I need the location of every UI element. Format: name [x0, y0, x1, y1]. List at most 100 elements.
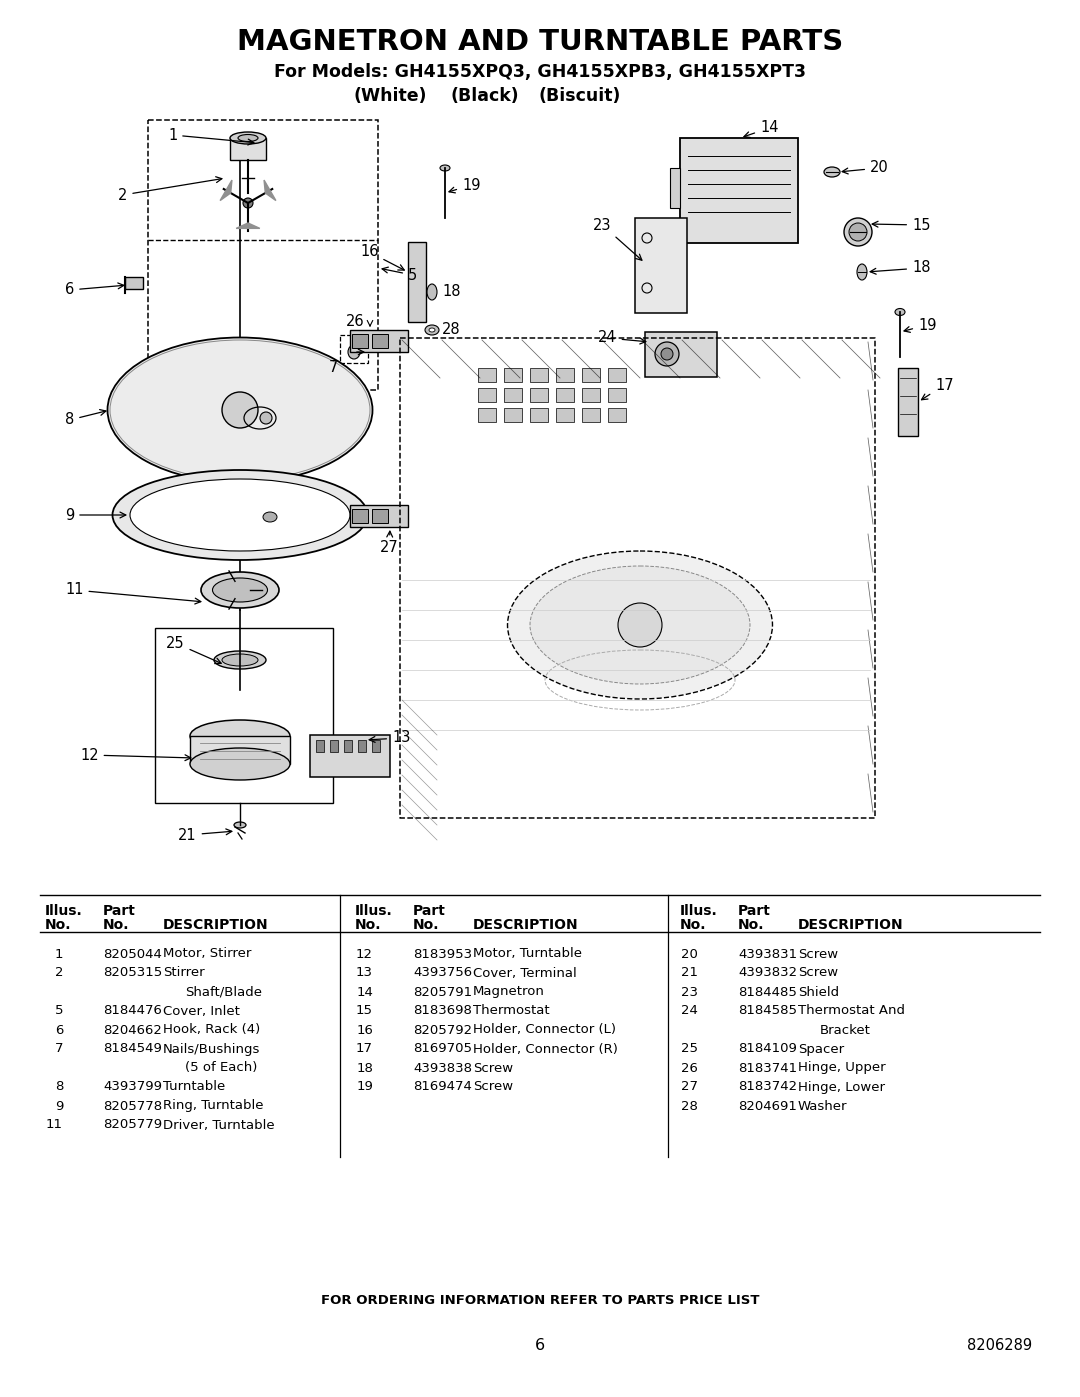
Text: Screw: Screw	[798, 967, 838, 979]
Text: 8183953: 8183953	[413, 947, 472, 961]
Text: For Models: GH4155XPQ3, GH4155XPB3, GH4155XPT3: For Models: GH4155XPQ3, GH4155XPB3, GH41…	[274, 63, 806, 81]
Circle shape	[260, 412, 272, 425]
Text: 8169474: 8169474	[413, 1080, 472, 1094]
Ellipse shape	[427, 284, 437, 300]
Text: 16: 16	[356, 1024, 373, 1037]
Text: MAGNETRON AND TURNTABLE PARTS: MAGNETRON AND TURNTABLE PARTS	[237, 28, 843, 56]
Text: 20: 20	[842, 161, 889, 176]
Text: DESCRIPTION: DESCRIPTION	[798, 918, 904, 932]
Text: 27: 27	[380, 531, 399, 556]
Text: 19: 19	[449, 177, 481, 193]
Bar	[530, 408, 548, 422]
Text: 8204662: 8204662	[103, 1024, 162, 1037]
Bar	[530, 367, 548, 381]
Text: 28: 28	[442, 323, 461, 338]
Text: 1: 1	[168, 127, 254, 145]
Text: 5: 5	[54, 1004, 63, 1017]
Text: 20: 20	[681, 947, 698, 961]
Text: 19: 19	[904, 317, 936, 332]
Bar	[340, 335, 368, 363]
Text: 27: 27	[681, 1080, 698, 1094]
Text: Cover, Inlet: Cover, Inlet	[163, 1004, 240, 1017]
Text: 26: 26	[681, 1062, 698, 1074]
Ellipse shape	[895, 309, 905, 316]
Text: 8184485: 8184485	[738, 985, 797, 999]
Bar	[352, 334, 368, 348]
Bar	[350, 504, 408, 527]
Circle shape	[222, 393, 258, 427]
Bar	[478, 408, 496, 422]
Text: FOR ORDERING INFORMATION REFER TO PARTS PRICE LIST: FOR ORDERING INFORMATION REFER TO PARTS …	[321, 1294, 759, 1306]
Text: Bracket: Bracket	[820, 1024, 870, 1037]
Text: 16: 16	[360, 244, 404, 270]
Text: 23: 23	[681, 985, 698, 999]
Bar	[670, 168, 680, 208]
Text: Shaft/Blade: Shaft/Blade	[185, 985, 262, 999]
Text: 14: 14	[744, 120, 779, 137]
Text: Thermostat And: Thermostat And	[798, 1004, 905, 1017]
Ellipse shape	[426, 326, 438, 335]
Bar	[478, 367, 496, 381]
Text: 8204691: 8204691	[738, 1099, 797, 1112]
Text: Cover, Terminal: Cover, Terminal	[473, 967, 577, 979]
Text: 12: 12	[80, 747, 191, 763]
Text: 9: 9	[55, 1099, 63, 1112]
Ellipse shape	[108, 338, 373, 482]
Text: Motor, Turntable: Motor, Turntable	[473, 947, 582, 961]
Ellipse shape	[858, 264, 867, 279]
Bar	[372, 334, 388, 348]
Ellipse shape	[440, 165, 450, 170]
Text: Stirrer: Stirrer	[163, 967, 204, 979]
Text: 14: 14	[356, 985, 373, 999]
Text: Part: Part	[103, 904, 136, 918]
Bar	[645, 332, 717, 377]
Bar	[316, 740, 324, 752]
Text: 4393756: 4393756	[413, 967, 472, 979]
Bar	[408, 242, 426, 321]
Text: 9: 9	[65, 507, 126, 522]
Bar	[330, 740, 338, 752]
Text: 8205778: 8205778	[103, 1099, 162, 1112]
Bar	[478, 388, 496, 402]
Bar	[556, 367, 573, 381]
Text: 1: 1	[54, 947, 63, 961]
Text: No.: No.	[103, 918, 130, 932]
Text: 18: 18	[442, 285, 460, 299]
Text: 24: 24	[598, 331, 646, 345]
Text: No.: No.	[355, 918, 381, 932]
Text: Nails/Bushings: Nails/Bushings	[163, 1042, 260, 1056]
Text: 4393799: 4393799	[103, 1080, 162, 1094]
Text: 8205791: 8205791	[413, 985, 472, 999]
Text: DESCRIPTION: DESCRIPTION	[473, 918, 579, 932]
Text: 21: 21	[681, 967, 698, 979]
Text: Screw: Screw	[473, 1062, 513, 1074]
Text: 25: 25	[166, 636, 221, 664]
Circle shape	[618, 604, 662, 647]
Ellipse shape	[824, 168, 840, 177]
Text: 8205315: 8205315	[103, 967, 162, 979]
Text: 2: 2	[54, 967, 63, 979]
Text: 8205044: 8205044	[103, 947, 162, 961]
Text: Ring, Turntable: Ring, Turntable	[163, 1099, 264, 1112]
Text: 4393838: 4393838	[413, 1062, 472, 1074]
Bar	[372, 740, 380, 752]
Bar	[345, 740, 352, 752]
Text: Magnetron: Magnetron	[473, 985, 545, 999]
Bar	[350, 330, 408, 352]
Ellipse shape	[112, 469, 367, 560]
Text: 6: 6	[535, 1337, 545, 1352]
Text: 17: 17	[356, 1042, 373, 1056]
Bar	[230, 138, 266, 161]
Text: Illus.: Illus.	[45, 904, 83, 918]
Text: 8183742: 8183742	[738, 1080, 797, 1094]
Text: 4393831: 4393831	[738, 947, 797, 961]
Text: (White): (White)	[353, 87, 427, 105]
Text: 4393832: 4393832	[738, 967, 797, 979]
Text: No.: No.	[45, 918, 71, 932]
Text: 13: 13	[369, 731, 410, 746]
Text: Screw: Screw	[473, 1080, 513, 1094]
Bar	[556, 408, 573, 422]
Bar	[148, 120, 378, 390]
Text: Thermostat: Thermostat	[473, 1004, 550, 1017]
Ellipse shape	[190, 719, 291, 752]
